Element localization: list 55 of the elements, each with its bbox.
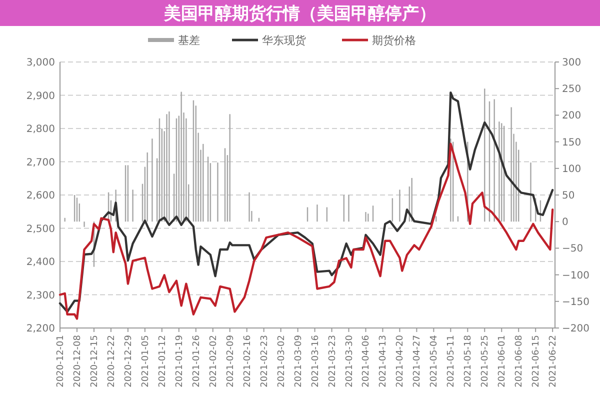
x-tick-label: 2021-03-02	[276, 335, 287, 388]
y2-tick-label: 250	[562, 84, 582, 96]
x-tick-label: 2021-05-11	[446, 335, 457, 388]
legend-label: 华东现货	[262, 34, 306, 47]
x-tick-label: 2021-04-27	[412, 335, 423, 388]
y2-tick-label: 150	[562, 137, 582, 148]
x-tick-label: 2021-04-20	[396, 334, 406, 388]
x-tick-label: 2021-04-06	[362, 334, 372, 388]
y-tick-label: 2,300	[26, 290, 55, 302]
y2-tick-label: −100	[562, 270, 590, 282]
legend-label: 期货价格	[372, 34, 416, 47]
x-tick-label: 2021-06-22	[548, 335, 559, 388]
x-tick-label: 2020-12-15	[90, 335, 100, 388]
y-tick-label: 2,200	[26, 324, 55, 334]
x-tick-label: 2021-03-09	[294, 334, 304, 388]
x-tick-label: 2021-01-19	[174, 334, 185, 388]
x-tick-label: 2021-03-16	[310, 334, 321, 388]
legend-label: 基差	[178, 34, 200, 47]
x-tick-label: 2020-12-22	[106, 335, 117, 388]
x-tick-label: 2021-02-09	[226, 334, 236, 388]
x-tick-label: 2021-01-26	[192, 334, 202, 388]
x-tick-label: 2020-12-29	[124, 334, 134, 388]
y2-tick-label: 100	[562, 164, 582, 175]
y2-tick-label: 0	[562, 217, 568, 228]
x-tick-label: 2021-03-30	[344, 334, 355, 388]
x-tick-label: 2021-02-16	[242, 334, 253, 388]
y2-tick-label: −150	[562, 296, 590, 308]
title: 美国甲醇期货行情（美国甲醇停产）	[0, 0, 600, 26]
y-tick-label: 2,500	[26, 224, 55, 235]
y-tick-label: 2,400	[26, 257, 55, 268]
x-tick-label: 2021-02-02	[208, 335, 219, 388]
x-tick-label: 2021-06-08	[514, 334, 525, 388]
y-tick-label: 2,600	[26, 190, 55, 202]
y2-tick-label: −50	[562, 244, 584, 255]
x-tick-label: 2021-04-13	[378, 335, 389, 388]
x-tick-label: 2021-02-23	[260, 335, 270, 388]
x-tick-label: 2020-12-08	[72, 334, 83, 388]
y-tick-label: 2,700	[26, 157, 55, 168]
x-tick-label: 2021-03-23	[328, 335, 338, 388]
y2-tick-label: 200	[562, 110, 582, 122]
x-tick-label: 2021-06-01	[498, 335, 508, 388]
x-tick-label: 2021-06-15	[532, 335, 542, 388]
x-tick-label: 2021-05-25	[480, 335, 491, 388]
y-tick-label: 3,000	[26, 58, 55, 68]
x-tick-label: 2020-12-01	[56, 335, 66, 388]
x-tick-label: 2021-05-18	[464, 334, 474, 388]
y-tick-label: 2,800	[26, 124, 55, 135]
y2-tick-label: 300	[562, 58, 582, 68]
y-tick-label: 2,900	[26, 90, 55, 102]
x-tick-label: 2021-05-04	[430, 334, 440, 388]
chart-title: 美国甲醇期货行情（美国甲醇停产）	[163, 4, 436, 24]
x-tick-label: 2021-01-05	[140, 335, 151, 388]
x-tick-label: 2021-01-12	[158, 335, 168, 388]
y2-tick-label: 50	[562, 190, 575, 202]
y2-tick-label: −200	[562, 324, 590, 334]
